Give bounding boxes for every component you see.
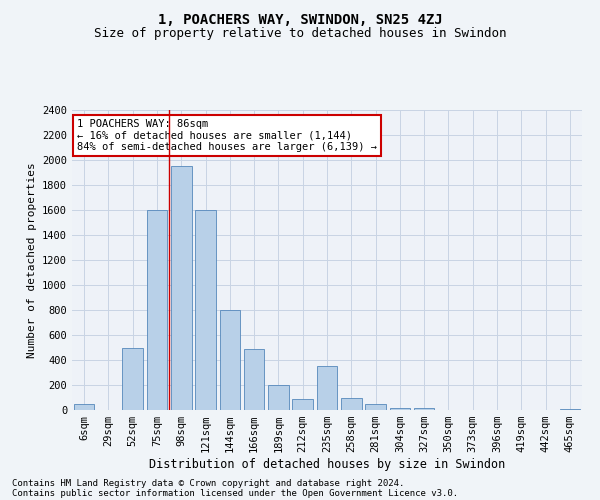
Bar bbox=[341, 398, 362, 410]
Text: Contains public sector information licensed under the Open Government Licence v3: Contains public sector information licen… bbox=[12, 488, 458, 498]
Bar bbox=[220, 310, 240, 410]
Text: Contains HM Land Registry data © Crown copyright and database right 2024.: Contains HM Land Registry data © Crown c… bbox=[12, 478, 404, 488]
Bar bbox=[317, 366, 337, 410]
Text: Size of property relative to detached houses in Swindon: Size of property relative to detached ho… bbox=[94, 28, 506, 40]
Bar bbox=[122, 348, 143, 410]
Bar bbox=[74, 404, 94, 410]
Y-axis label: Number of detached properties: Number of detached properties bbox=[26, 162, 37, 358]
Bar bbox=[414, 408, 434, 410]
Text: 1, POACHERS WAY, SWINDON, SN25 4ZJ: 1, POACHERS WAY, SWINDON, SN25 4ZJ bbox=[158, 12, 442, 26]
Bar bbox=[292, 399, 313, 410]
Bar bbox=[365, 404, 386, 410]
X-axis label: Distribution of detached houses by size in Swindon: Distribution of detached houses by size … bbox=[149, 458, 505, 471]
Bar bbox=[268, 385, 289, 410]
Bar bbox=[195, 210, 216, 410]
Text: 1 POACHERS WAY: 86sqm
← 16% of detached houses are smaller (1,144)
84% of semi-d: 1 POACHERS WAY: 86sqm ← 16% of detached … bbox=[77, 119, 377, 152]
Bar bbox=[146, 210, 167, 410]
Bar bbox=[244, 349, 265, 410]
Bar bbox=[389, 408, 410, 410]
Bar bbox=[171, 166, 191, 410]
